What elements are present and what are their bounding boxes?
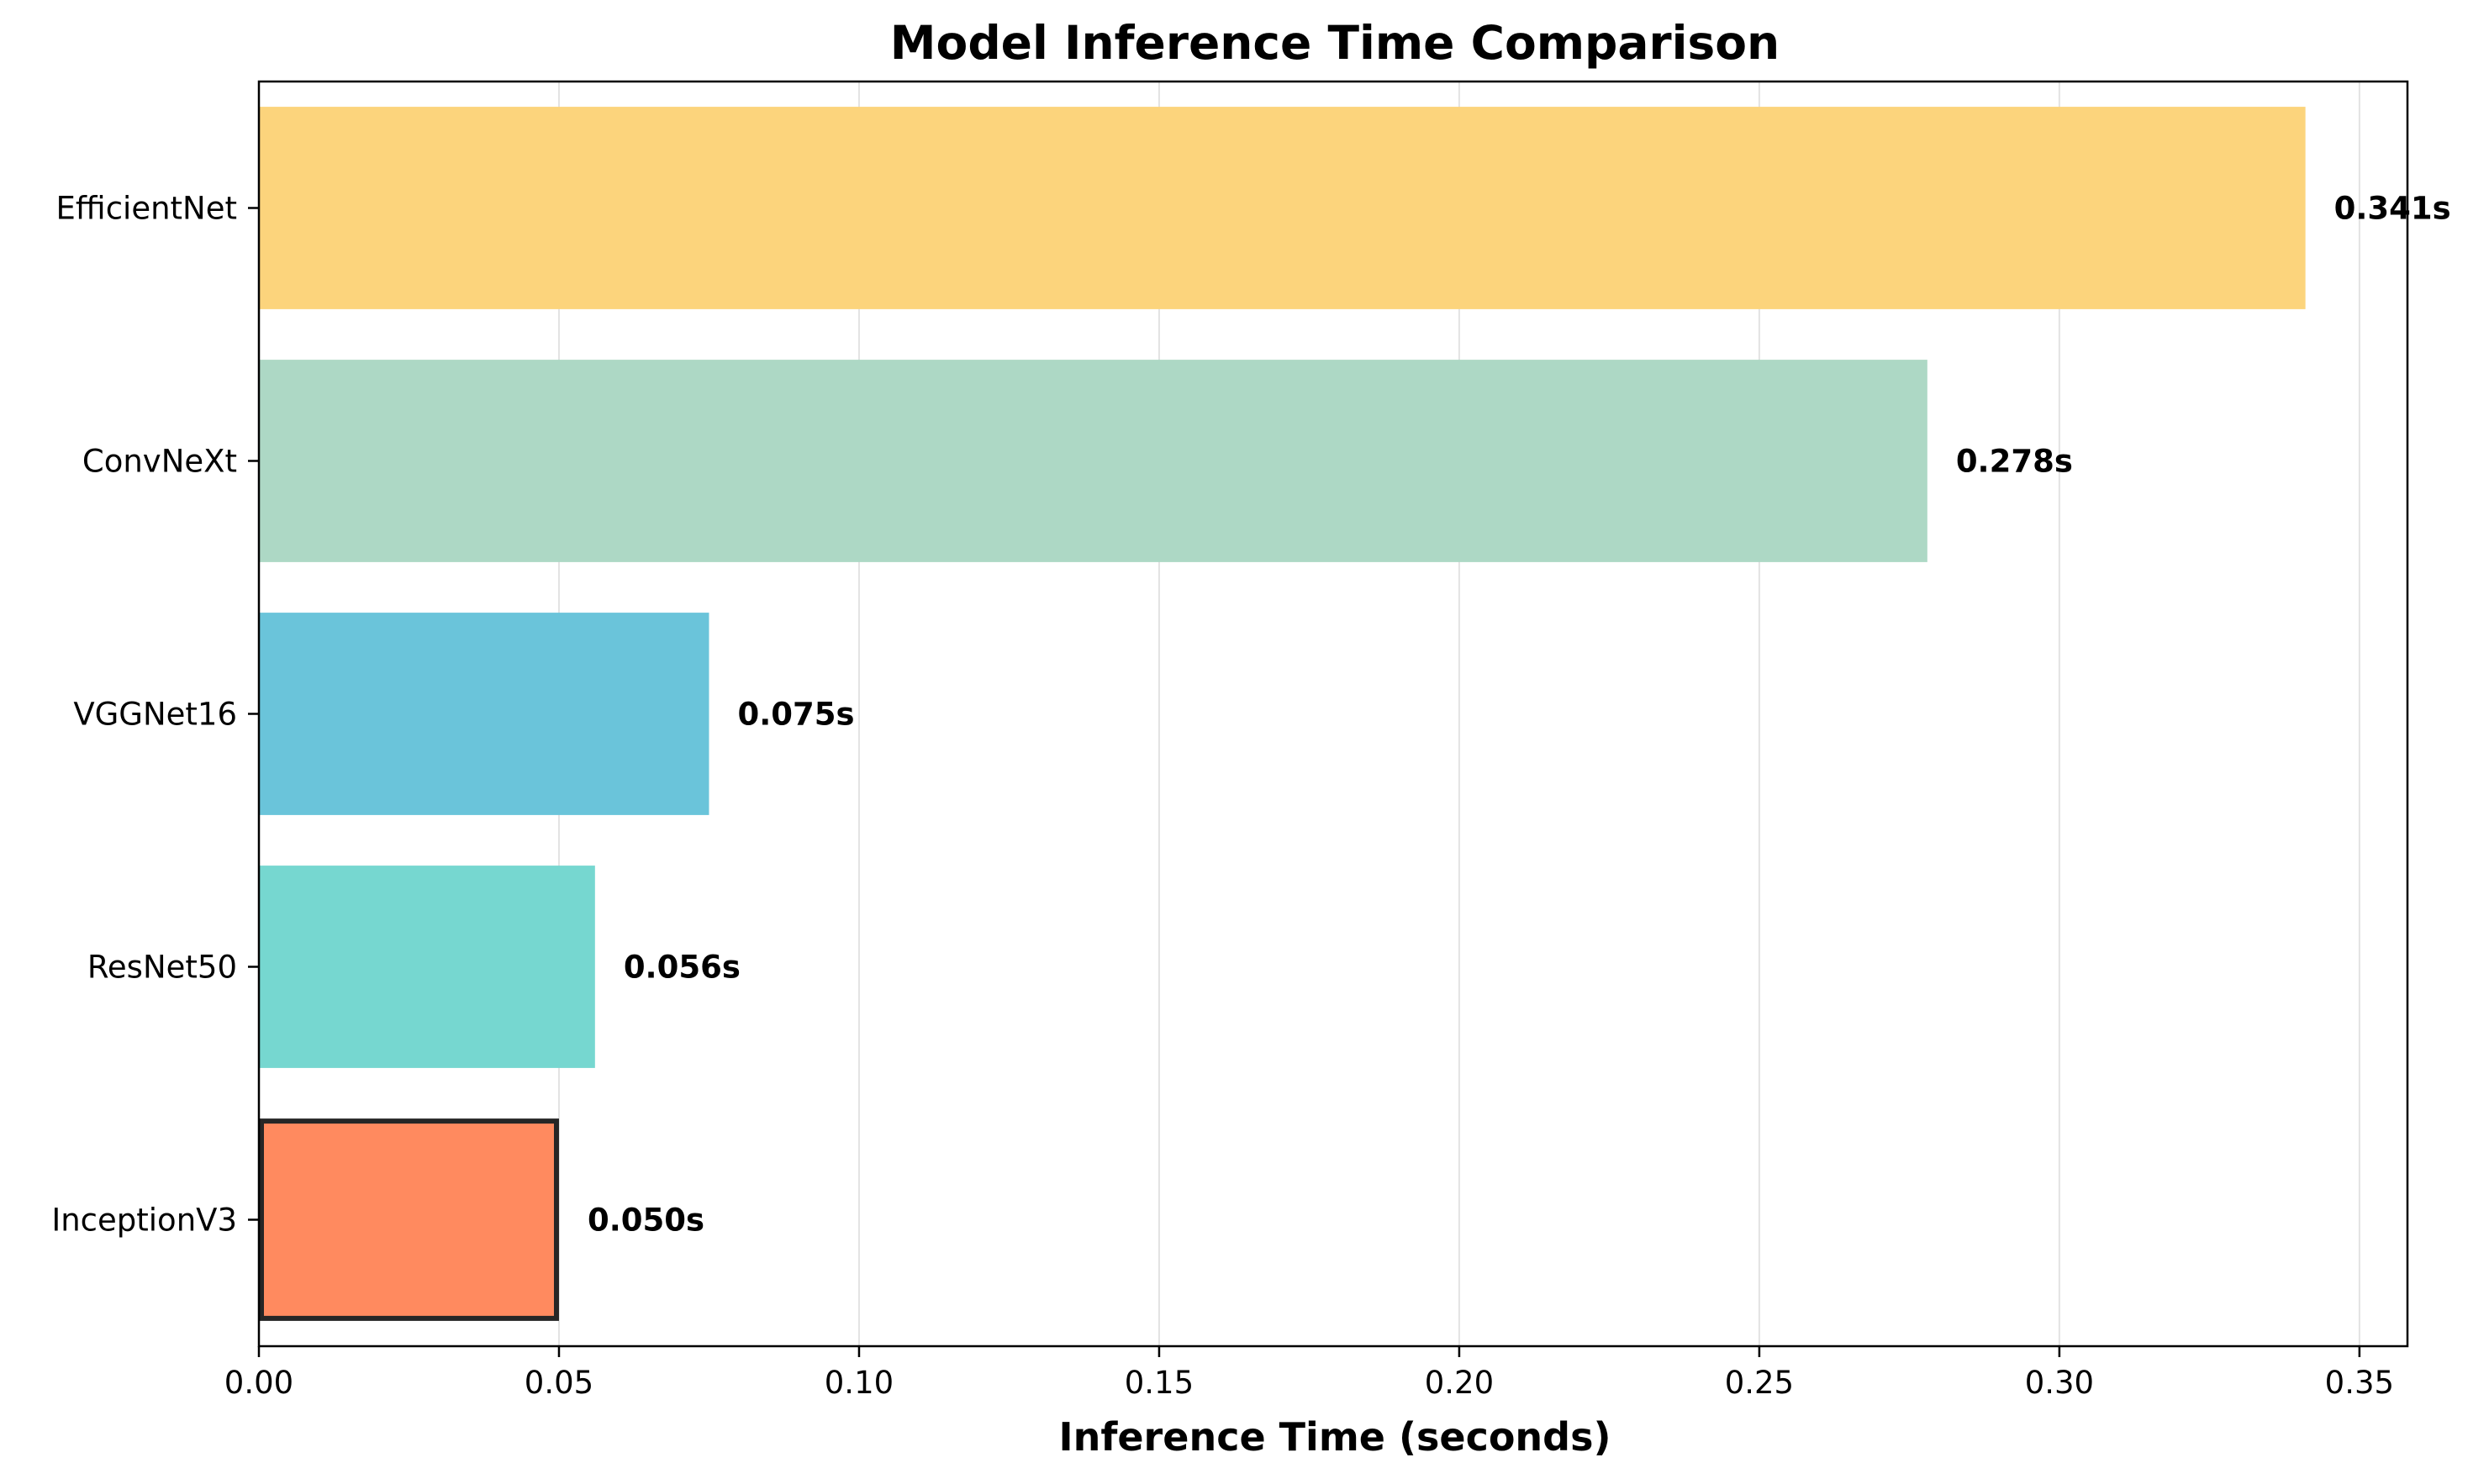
data-label: 0.341s [2334,191,2451,227]
x-tick-label: 0.25 [1725,1365,1794,1401]
x-axis-ticks: 0.00 0.05 0.10 0.15 0.20 0.25 0.30 0.35 [224,1346,2394,1401]
x-tick-label: 0.00 [224,1365,293,1401]
y-tick-label: InceptionV3 [51,1202,237,1239]
bar-efficientnet [259,107,2306,309]
x-tick-label: 0.30 [2025,1365,2094,1401]
bar-convnext [259,360,1927,562]
data-label: 0.278s [1956,444,2073,480]
bar-resnet50 [259,866,595,1068]
y-tick-label: ResNet50 [87,950,237,986]
y-tick-label: VGGNet16 [73,697,237,733]
x-tick-label: 0.20 [1425,1365,1494,1401]
x-tick-label: 0.35 [2325,1365,2394,1401]
data-label: 0.075s [737,697,854,733]
x-axis-label: Inference Time (seconds) [1058,1414,1611,1460]
x-tick-label: 0.05 [525,1365,593,1401]
y-tick-label: ConvNeXt [82,444,237,480]
chart-title: Model Inference Time Comparison [890,16,1780,70]
bars [259,107,2306,1321]
y-tick-label: EfficientNet [56,191,237,227]
data-label: 0.056s [624,950,741,986]
y-axis-ticks: EfficientNet ConvNeXt VGGNet16 ResNet50 Ince… [51,191,259,1239]
data-labels: 0.341s 0.278s 0.075s 0.056s 0.050s [588,191,2451,1239]
bar-inceptionv3 [259,1118,559,1321]
x-tick-label: 0.15 [1125,1365,1194,1401]
x-tick-label: 0.10 [825,1365,894,1401]
data-label: 0.050s [588,1202,704,1239]
bar-vggnet16 [259,613,709,815]
